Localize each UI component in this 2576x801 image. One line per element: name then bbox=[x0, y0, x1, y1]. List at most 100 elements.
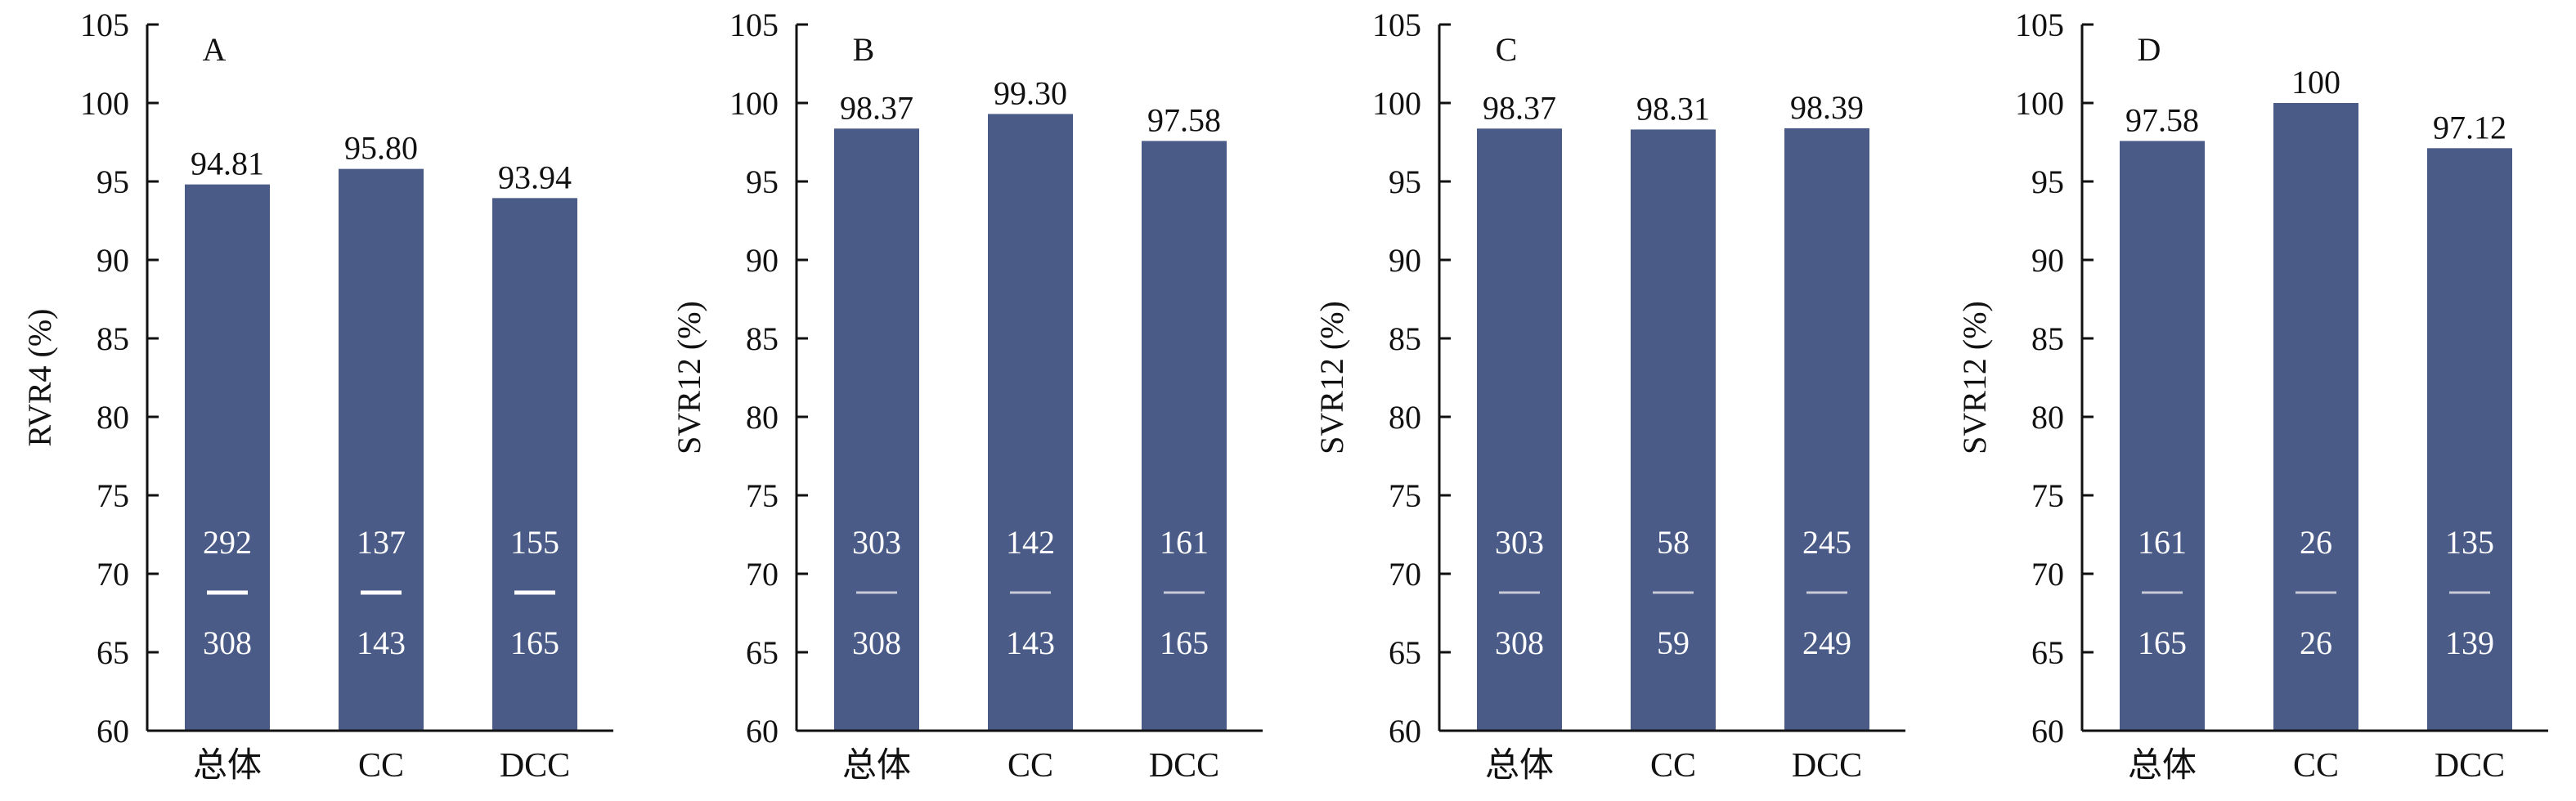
bar-denominator-label: 165 bbox=[1160, 624, 1209, 661]
y-tick-label: 95 bbox=[2031, 163, 2064, 200]
y-tick-label: 70 bbox=[2031, 556, 2064, 593]
bar-denominator-label: 249 bbox=[1802, 624, 1851, 661]
y-tick-label: 65 bbox=[96, 634, 129, 671]
bar-denominator-label: 165 bbox=[510, 624, 559, 661]
x-tick-label: 总体 bbox=[842, 747, 911, 785]
bar-numerator-label: 142 bbox=[1006, 524, 1055, 561]
bar-value-label: 94.81 bbox=[191, 145, 264, 182]
bar-denominator-label: 308 bbox=[1495, 624, 1544, 661]
bar-denominator-label: 165 bbox=[2138, 624, 2187, 661]
x-tick-label: 总体 bbox=[1485, 747, 1554, 785]
y-tick-label: 80 bbox=[96, 399, 129, 436]
y-tick-label: 75 bbox=[746, 477, 779, 514]
y-tick-label: 95 bbox=[746, 163, 779, 200]
y-tick-label: 65 bbox=[2031, 634, 2064, 671]
panel-label: B bbox=[853, 31, 875, 68]
y-tick-label: 100 bbox=[80, 85, 129, 122]
y-tick-label: 105 bbox=[80, 7, 129, 43]
y-tick-label: 75 bbox=[2031, 477, 2064, 514]
bar-numerator-label: 161 bbox=[1160, 524, 1209, 561]
x-tick-label: DCC bbox=[1792, 747, 1862, 785]
bar-denominator-label: 139 bbox=[2445, 624, 2494, 661]
y-axis-label: SVR12 (%) bbox=[671, 301, 707, 454]
y-axis-label: RVR4 (%) bbox=[21, 308, 58, 446]
bar bbox=[1784, 128, 1869, 732]
x-tick-label: CC bbox=[1008, 747, 1053, 785]
y-tick-label: 70 bbox=[96, 556, 129, 593]
bar-numerator-label: 161 bbox=[2138, 524, 2187, 561]
y-tick-label: 85 bbox=[96, 320, 129, 357]
panel-label: C bbox=[1496, 31, 1518, 68]
bar-numerator-label: 58 bbox=[1657, 524, 1690, 561]
bar-value-label: 99.30 bbox=[994, 74, 1067, 111]
bar-value-label: 93.94 bbox=[498, 159, 572, 195]
y-tick-label: 70 bbox=[746, 556, 779, 593]
chart-panel-a: 94.81 292 308 总体 95.80 137 143 CC 93.94 155 165 DCC… bbox=[21, 7, 613, 785]
panel-label: D bbox=[2138, 31, 2161, 68]
bar-value-label: 97.58 bbox=[1147, 101, 1221, 138]
y-tick-label: 85 bbox=[1389, 320, 1421, 357]
bar bbox=[185, 184, 270, 731]
y-tick-label: 100 bbox=[1372, 85, 1421, 122]
bar-denominator-label: 26 bbox=[2300, 624, 2332, 661]
panel-label: A bbox=[203, 31, 227, 68]
bar-value-label: 98.39 bbox=[1790, 89, 1864, 126]
bar-numerator-label: 303 bbox=[852, 524, 901, 561]
x-tick-label: CC bbox=[2293, 747, 2339, 785]
y-tick-label: 75 bbox=[1389, 477, 1421, 514]
y-tick-label: 95 bbox=[1389, 163, 1421, 200]
bar-value-label: 100 bbox=[2291, 64, 2340, 101]
chart-panel-c: 98.37 303 308 总体 98.31 58 59 CC 98.39 245 249 DCC 60… bbox=[1313, 7, 1905, 785]
bar bbox=[1631, 129, 1716, 731]
bar-numerator-label: 245 bbox=[1802, 524, 1851, 561]
bar-denominator-label: 143 bbox=[1006, 624, 1055, 661]
bar-numerator-label: 135 bbox=[2445, 524, 2494, 561]
bar bbox=[1142, 141, 1227, 732]
bar bbox=[339, 168, 424, 731]
y-tick-label: 65 bbox=[746, 634, 779, 671]
y-tick-label: 85 bbox=[2031, 320, 2064, 357]
bar-denominator-label: 59 bbox=[1657, 624, 1690, 661]
bar-value-label: 98.31 bbox=[1636, 90, 1710, 127]
x-tick-label: 总体 bbox=[193, 747, 262, 785]
x-tick-label: 总体 bbox=[2128, 747, 2197, 785]
chart-panel-d: 97.58 161 165 总体 100 26 26 CC 97.12 135 139 DCC 60 65… bbox=[1956, 7, 2548, 785]
y-tick-label: 105 bbox=[729, 7, 779, 43]
bar-numerator-label: 155 bbox=[510, 524, 559, 561]
bar-value-label: 97.58 bbox=[2125, 101, 2199, 138]
y-axis-label: SVR12 (%) bbox=[1956, 301, 1993, 454]
bar-denominator-label: 308 bbox=[203, 624, 252, 661]
y-tick-label: 95 bbox=[96, 163, 129, 200]
y-tick-label: 60 bbox=[1389, 713, 1421, 750]
bar bbox=[834, 128, 919, 731]
bar-numerator-label: 292 bbox=[203, 524, 252, 561]
bar-value-label: 95.80 bbox=[344, 130, 418, 167]
bar bbox=[988, 114, 1073, 731]
x-tick-label: DCC bbox=[500, 747, 570, 785]
y-tick-label: 75 bbox=[96, 477, 129, 514]
x-tick-label: DCC bbox=[1149, 747, 1219, 785]
bar bbox=[1477, 128, 1562, 731]
y-axis-label: SVR12 (%) bbox=[1313, 301, 1350, 454]
y-tick-label: 65 bbox=[1389, 634, 1421, 671]
bar-value-label: 97.12 bbox=[2433, 109, 2506, 145]
y-tick-label: 80 bbox=[1389, 399, 1421, 436]
y-tick-label: 80 bbox=[746, 399, 779, 436]
x-tick-label: CC bbox=[1650, 747, 1696, 785]
y-tick-label: 60 bbox=[96, 713, 129, 750]
y-tick-label: 70 bbox=[1389, 556, 1421, 593]
y-tick-label: 90 bbox=[2031, 242, 2064, 279]
bar-numerator-label: 303 bbox=[1495, 524, 1544, 561]
y-tick-label: 100 bbox=[729, 85, 779, 122]
bar-value-label: 98.37 bbox=[1483, 89, 1556, 126]
bar-numerator-label: 26 bbox=[2300, 524, 2332, 561]
y-tick-label: 60 bbox=[2031, 713, 2064, 750]
bar-numerator-label: 137 bbox=[357, 524, 406, 561]
x-tick-label: DCC bbox=[2435, 747, 2505, 785]
bar-denominator-label: 308 bbox=[852, 624, 901, 661]
chart-panel-b: 98.37 303 308 总体 99.30 142 143 CC 97.58 161 165 DCC… bbox=[671, 7, 1263, 785]
y-tick-label: 60 bbox=[746, 713, 779, 750]
y-tick-label: 105 bbox=[1372, 7, 1421, 43]
bar bbox=[2273, 103, 2358, 731]
